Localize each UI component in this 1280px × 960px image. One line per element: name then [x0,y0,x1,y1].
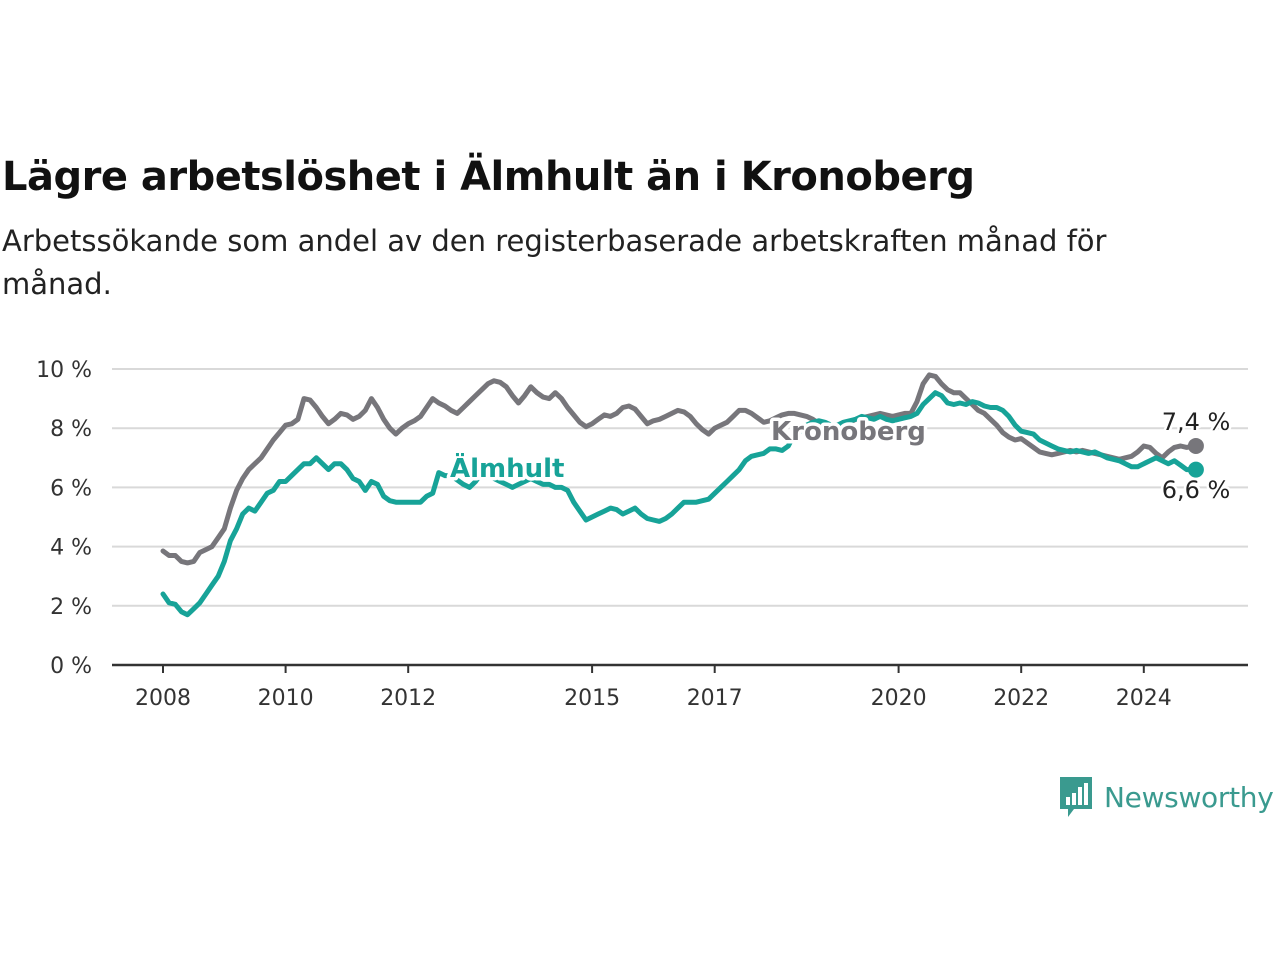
y-tick-label: 0 % [50,654,92,679]
series-line-1 [160,390,1199,618]
x-tick-label: 2008 [135,686,191,711]
chart-subtitle: Arbetssökande som andel av den registerb… [2,224,1107,301]
series-end-value-label: 7,4 % [1162,408,1231,436]
x-tick-label: 2022 [993,686,1049,711]
bar-chart-speech-bubble-icon [1060,777,1092,817]
brand-name: Newsworthy [1104,780,1274,814]
series-end-point-1 [1187,461,1204,478]
y-tick-label: 4 % [50,536,92,561]
chart-title: Lägre arbetslöshet i Älmhult än i Kronob… [2,154,975,200]
x-tick-label: 2024 [1116,686,1172,711]
x-tick-label: 2015 [564,686,620,711]
grid-lines [112,368,1248,607]
y-tick-label: 6 % [50,476,92,501]
series-line-0 [160,372,1199,566]
y-tick-label: 2 % [50,595,92,620]
series-name-label: Kronoberg [771,417,926,447]
x-tick-label: 2012 [380,686,436,711]
series-end-value-label: 6,6 % [1162,476,1231,504]
x-tick-label: 2010 [258,686,314,711]
newsworthy-logo: Newsworthy [1058,774,1274,820]
y-tick-label: 10 % [36,358,92,383]
axes: 0 % 2 % 4 % 6 % 8 % 10 % 2008 2010 2012 2015 2017 2… [36,358,1248,711]
series-name-label: Älmhult [450,452,565,484]
x-tick-label: 2017 [687,686,743,711]
series-end-point-0 [1187,437,1204,454]
series-lines [160,372,1204,618]
series-labels: Kronoberg Älmhult 7,4 % 6,6 % [447,406,1233,507]
y-tick-label: 8 % [50,417,92,442]
x-tick-label: 2020 [871,686,927,711]
